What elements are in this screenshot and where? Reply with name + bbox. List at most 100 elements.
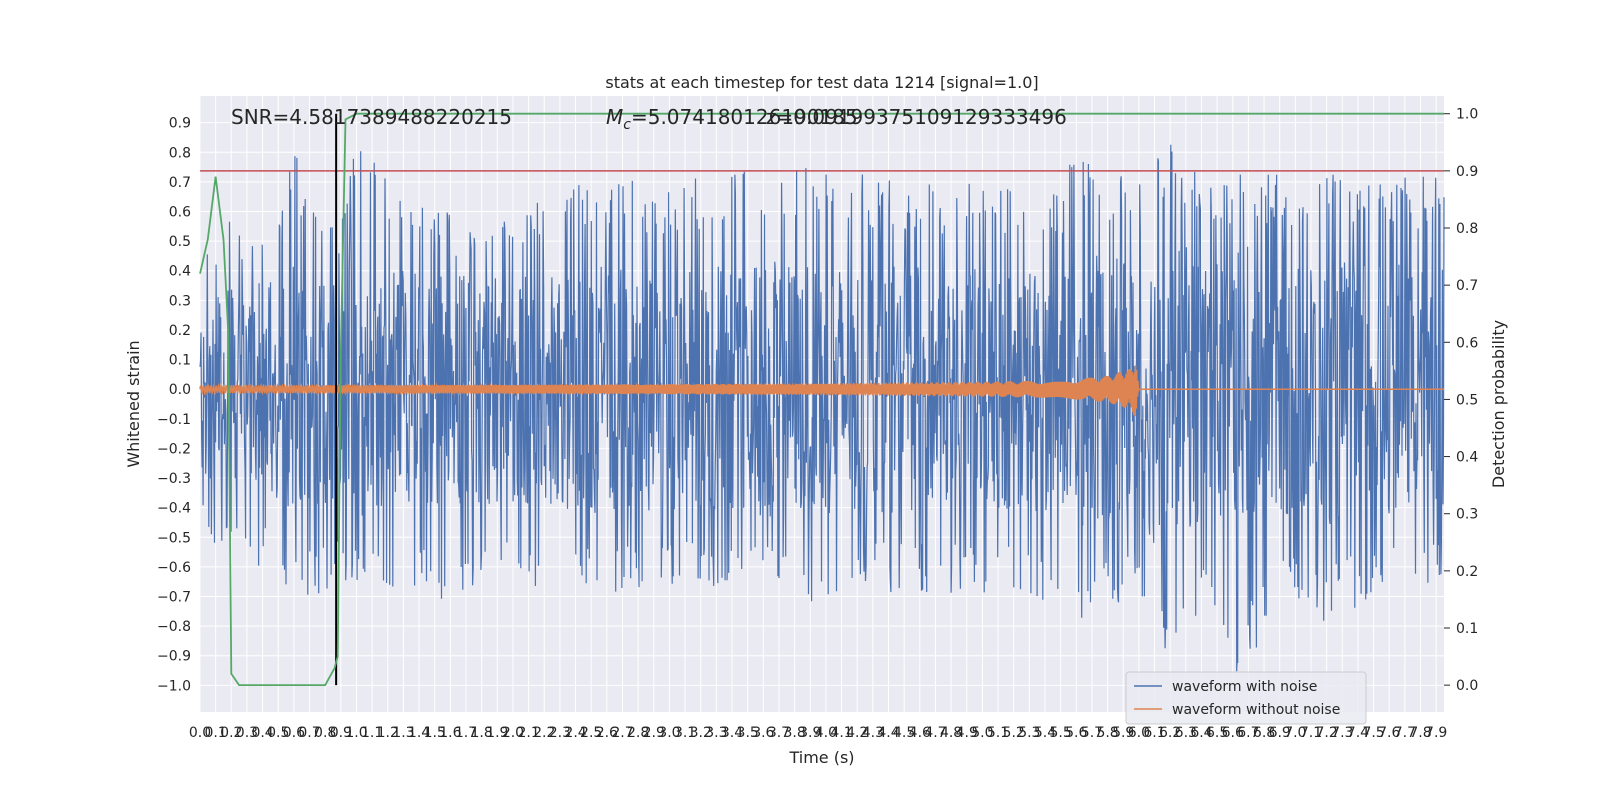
x-tick-label: 4.0: [815, 725, 837, 741]
y-right-tick-label: 0.4: [1456, 450, 1478, 466]
y-tick-label: 0.0: [169, 382, 191, 398]
x-tick-label: 5.3: [1018, 725, 1040, 741]
x-axis-ticks: 0.00.10.20.30.40.50.60.70.80.91.01.11.21…: [189, 725, 1447, 741]
y-tick-label: −0.5: [157, 530, 191, 546]
noise-waveform-line: [199, 144, 1445, 672]
x-tick-label: 4.2: [846, 725, 868, 741]
x-tick-label: 3.9: [799, 725, 821, 741]
y-axis-label-right: Detection probability: [1489, 320, 1508, 488]
y-right-tick-label: 0.6: [1456, 335, 1478, 351]
x-tick-label: 2.0: [502, 725, 524, 741]
chirp-mass-annotation: Mc=5.074180126190185: [606, 105, 858, 133]
x-tick-label: 7.0: [1284, 725, 1306, 741]
x-tick-label: 1.8: [471, 725, 493, 741]
y-right-tick-label: 0.5: [1456, 392, 1478, 408]
y-tick-label: 0.3: [169, 293, 191, 309]
x-tick-label: 0.9: [330, 725, 352, 741]
x-tick-label: 6.6: [1222, 725, 1244, 741]
y-tick-label: −0.3: [157, 471, 191, 487]
snr-annotation: SNR=4.5817389488220215: [231, 105, 512, 129]
x-tick-label: 0.1: [205, 725, 227, 741]
x-tick-label: 7.1: [1300, 725, 1322, 741]
x-tick-label: 3.8: [783, 725, 805, 741]
series-waveform-without-noise: [199, 365, 1444, 417]
y-tick-label: −0.7: [157, 590, 191, 606]
y-right-tick-label: 0.7: [1456, 278, 1478, 294]
y-right-tick-label: 1.0: [1456, 107, 1478, 123]
x-tick-label: 2.2: [533, 725, 555, 741]
x-tick-label: 4.3: [862, 725, 884, 741]
x-tick-label: 0.6: [283, 725, 305, 741]
x-tick-label: 2.1: [517, 725, 539, 741]
y-tick-label: 0.7: [169, 175, 191, 191]
x-tick-label: 1.1: [361, 725, 383, 741]
chirp-mass-symbol: M: [606, 105, 623, 129]
x-tick-label: 6.5: [1206, 725, 1228, 741]
x-tick-label: 7.3: [1331, 725, 1353, 741]
x-tick-label: 0.7: [298, 725, 320, 741]
x-tick-label: 4.6: [909, 725, 931, 741]
y-tick-label: −0.6: [157, 560, 191, 576]
x-tick-label: 0.5: [267, 725, 289, 741]
x-tick-label: 1.5: [424, 725, 446, 741]
x-tick-label: 5.9: [1112, 725, 1134, 741]
x-tick-label: 7.6: [1378, 725, 1400, 741]
legend-box: [1125, 671, 1367, 725]
x-tick-label: 6.7: [1237, 725, 1259, 741]
x-tick-label: 3.5: [737, 725, 759, 741]
y-right-tick-label: 0.9: [1456, 164, 1478, 180]
x-tick-label: 6.3: [1175, 725, 1197, 741]
y-right-tick-label: 0.0: [1456, 678, 1478, 694]
x-tick-label: 2.4: [564, 725, 586, 741]
x-tick-label: 6.0: [1128, 725, 1150, 741]
x-tick-label: 3.1: [674, 725, 696, 741]
x-tick-label: 5.7: [1081, 725, 1103, 741]
x-tick-label: 5.1: [987, 725, 1009, 741]
chirp-mass-subscript: c: [623, 117, 631, 133]
x-tick-label: 1.6: [439, 725, 461, 741]
x-tick-label: 7.7: [1394, 725, 1416, 741]
y-tick-label: −0.2: [157, 441, 191, 457]
x-tick-label: 5.6: [1065, 725, 1087, 741]
legend-label-clean: waveform without noise: [1172, 702, 1340, 718]
x-tick-label: 3.7: [768, 725, 790, 741]
x-tick-label: 6.1: [1143, 725, 1165, 741]
x-tick-label: 1.7: [455, 725, 477, 741]
x-tick-label: 6.8: [1253, 725, 1275, 741]
y-tick-label: −0.1: [157, 412, 191, 428]
x-tick-label: 3.2: [690, 725, 712, 741]
right-axis-ticks: 1.0 0.9 0.8 0.7 0.6 0.5 0.4 0.3 0.2 0.1 0.0: [1444, 107, 1478, 694]
x-tick-label: 7.8: [1409, 725, 1431, 741]
x-tick-label: 0.3: [236, 725, 258, 741]
clean-waveform-line: [199, 365, 1444, 417]
x-tick-label: 2.6: [596, 725, 618, 741]
y-tick-label: 0.5: [169, 234, 191, 250]
y-tick-label: 0.8: [169, 145, 191, 161]
x-tick-label: 2.3: [549, 725, 571, 741]
x-tick-label: 0.8: [314, 725, 336, 741]
chart-title: stats at each timestep for test data 121…: [605, 73, 1038, 92]
x-tick-label: 0.2: [220, 725, 242, 741]
x-tick-label: 2.5: [580, 725, 602, 741]
x-tick-label: 2.9: [643, 725, 665, 741]
y-tick-label: −0.4: [157, 501, 191, 517]
y-tick-label: −0.9: [157, 649, 191, 665]
x-tick-label: 6.4: [1190, 725, 1212, 741]
y-tick-label: 0.4: [169, 264, 191, 280]
series-detection-probability: [199, 112, 1444, 686]
x-tick-label: 3.6: [752, 725, 774, 741]
x-tick-label: 2.8: [627, 725, 649, 741]
x-tick-label: 3.3: [705, 725, 727, 741]
y-tick-label: −0.8: [157, 619, 191, 635]
x-tick-label: 4.1: [830, 725, 852, 741]
x-tick-label: 1.0: [345, 725, 367, 741]
reference-lines: [200, 113, 1444, 686]
x-tick-label: 1.4: [408, 725, 430, 741]
x-tick-label: 1.9: [486, 725, 508, 741]
x-tick-label: 5.0: [971, 725, 993, 741]
y-tick-label: 0.6: [169, 205, 191, 221]
x-axis-label: Time (s): [788, 748, 854, 767]
y-tick-label: 0.1: [169, 353, 191, 369]
x-tick-label: 5.8: [1096, 725, 1118, 741]
